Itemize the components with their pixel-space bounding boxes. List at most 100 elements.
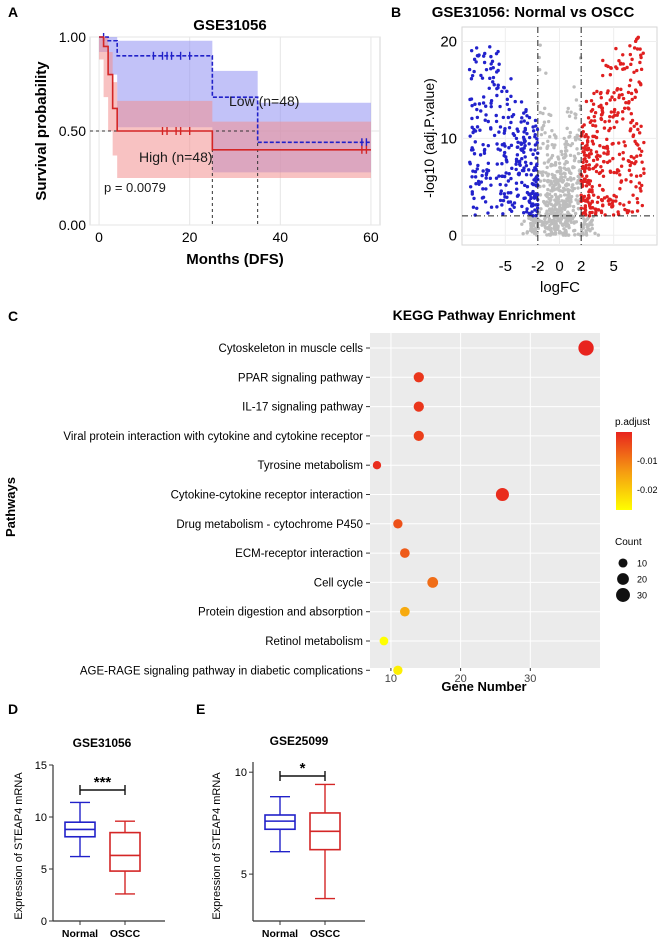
- volcano-point-up: [594, 169, 599, 174]
- volcano-point-ns: [555, 169, 559, 174]
- kegg-xlabel: Gene Number: [441, 679, 526, 694]
- volcano-ytick: 0: [449, 227, 457, 244]
- volcano-point-up: [605, 146, 610, 151]
- kegg-pathway-label: ECM-receptor interaction: [235, 548, 363, 560]
- volcano-point-ns: [567, 168, 571, 173]
- km-curve-high: [99, 36, 371, 151]
- volcano-point-up: [601, 174, 606, 178]
- volcano-point-down: [476, 54, 480, 58]
- volcano-point-down: [531, 152, 535, 157]
- volcano-point-ns: [549, 189, 553, 193]
- volcano-point-up: [595, 89, 599, 94]
- volcano-point-ns: [548, 211, 553, 216]
- volcano-point-down: [482, 151, 487, 156]
- kegg-xtick: 10: [385, 673, 397, 685]
- volcano-point-up: [602, 126, 607, 130]
- volcano-point-up: [636, 143, 640, 147]
- volcano-xtick: 0: [555, 258, 563, 275]
- volcano-point-ns: [549, 156, 553, 160]
- volcano-point-down: [515, 187, 519, 191]
- volcano-point-down: [473, 175, 478, 179]
- volcano-point-up: [590, 184, 594, 189]
- volcano-point-ns: [543, 131, 547, 135]
- volcano-point-down: [515, 153, 520, 157]
- box-ytick: 10: [235, 767, 247, 779]
- volcano-point-ns: [565, 142, 569, 146]
- panel-d-ylabel: Expression of STEAP4 mRNA: [13, 772, 25, 920]
- volcano-point-ns: [538, 146, 543, 150]
- panel-c-letter: C: [8, 308, 18, 324]
- volcano-point-up: [616, 210, 620, 214]
- volcano-point-ns: [577, 137, 582, 141]
- volcano-point-down: [467, 67, 472, 72]
- volcano-point-ns: [560, 152, 564, 157]
- volcano-point-ns: [541, 141, 545, 146]
- kegg-plot-area: [370, 333, 600, 668]
- volcano-point-up: [584, 184, 589, 188]
- km-xtick: 60: [363, 229, 379, 245]
- volcano-point-ns: [550, 163, 555, 167]
- volcano-point-ns: [538, 110, 542, 115]
- volcano-point-down: [479, 109, 483, 113]
- km-pvalue: p = 0.0079: [104, 180, 166, 195]
- kegg-pathway-label: Cytoskeleton in muscle cells: [219, 343, 364, 355]
- volcano-point-down: [495, 142, 499, 146]
- volcano-point-up: [628, 78, 633, 82]
- kegg-pathway-label: Cytokine-cytokine receptor interaction: [171, 490, 363, 502]
- volcano-point-down: [512, 201, 517, 205]
- volcano-point-ns: [577, 128, 581, 132]
- volcano-point-ns: [563, 233, 568, 237]
- volcano-point-up: [622, 140, 626, 144]
- volcano-point-down: [520, 156, 524, 161]
- volcano-point-up: [617, 141, 621, 145]
- volcano-point-down: [535, 127, 540, 132]
- volcano-point-down: [517, 159, 522, 164]
- volcano-cutoff-lines: [462, 27, 657, 245]
- volcano-point-down: [510, 114, 514, 119]
- volcano-point-down: [521, 135, 526, 140]
- volcano-point-up: [617, 152, 622, 157]
- volcano-point-up: [635, 196, 639, 201]
- volcano-point-up: [617, 93, 622, 97]
- kegg-dot: [413, 401, 424, 412]
- volcano-point-ns: [525, 230, 530, 234]
- volcano-point-ns: [542, 178, 546, 183]
- volcano-point-ns: [553, 192, 558, 197]
- volcano-point-up: [624, 100, 628, 105]
- volcano-point-ns: [556, 209, 561, 214]
- volcano-point-up: [591, 166, 595, 171]
- volcano-point-up: [600, 187, 605, 192]
- volcano-point-down: [535, 140, 539, 145]
- volcano-point-up: [585, 148, 590, 152]
- volcano-point-up: [601, 73, 605, 78]
- volcano-point-down: [525, 131, 529, 136]
- volcano-point-ns: [546, 172, 551, 176]
- volcano-point-up: [635, 154, 639, 158]
- volcano-point-up: [619, 87, 623, 92]
- volcano-point-up: [612, 125, 616, 130]
- volcano-point-ns: [571, 183, 575, 187]
- volcano-point-ns: [564, 139, 569, 144]
- volcano-point-up: [604, 101, 609, 106]
- volcano-point-down: [529, 148, 533, 152]
- volcano-point-ns: [554, 219, 559, 223]
- volcano-point-down: [525, 207, 529, 211]
- volcano-point-ns: [568, 134, 572, 139]
- volcano-point-up: [586, 135, 590, 139]
- volcano-point-down: [513, 99, 517, 104]
- volcano-xtick: 5: [609, 258, 617, 275]
- volcano-point-up: [619, 180, 623, 184]
- volcano-point-down: [481, 95, 486, 99]
- volcano-point-ns: [547, 192, 552, 197]
- volcano-point-down: [534, 194, 539, 198]
- volcano-point-down: [509, 209, 514, 214]
- volcano-point-down: [497, 62, 501, 66]
- volcano-point-ns: [578, 176, 582, 180]
- volcano-point-up: [582, 150, 586, 155]
- km-curve-low: [99, 36, 371, 144]
- volcano-point-down: [481, 187, 485, 191]
- volcano-point-ns: [571, 204, 576, 209]
- volcano-point-up: [629, 179, 633, 184]
- volcano-point-down: [494, 176, 499, 180]
- padj-legend-title: p.adjust: [615, 417, 650, 428]
